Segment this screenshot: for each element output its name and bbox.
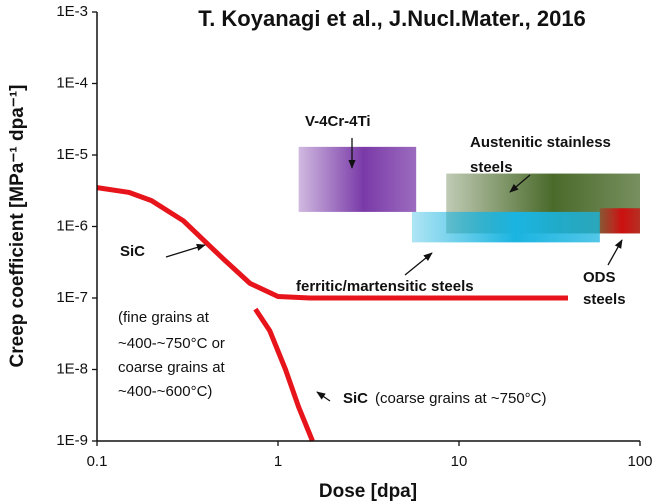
- annotation: ODS: [583, 269, 616, 286]
- y-tick-label: 1E-3: [56, 3, 88, 20]
- chart-title: T. Koyanagi et al., J.Nucl.Mater., 2016: [198, 6, 586, 31]
- y-axis-label: Creep coefficient [MPa⁻¹ dpa⁻¹]: [7, 85, 28, 368]
- x-tick-label: 100: [627, 453, 652, 470]
- annotation: (fine grains at: [118, 309, 210, 326]
- arrow: [404, 252, 433, 276]
- annotation: ~400-~750°C or: [118, 335, 225, 352]
- arrow: [509, 174, 531, 193]
- x-tick-label: 0.1: [87, 453, 108, 470]
- y-tick-label: 1E-5: [56, 146, 88, 163]
- arrows: [165, 138, 623, 402]
- annotation: coarse grains at: [118, 359, 226, 376]
- arrow: [165, 243, 206, 258]
- x-axis-label: Dose [dpa]: [319, 481, 417, 502]
- y-tick-label: 1E-4: [56, 74, 88, 91]
- region: [599, 208, 640, 234]
- annotation: (coarse grains at ~750°C): [375, 390, 547, 407]
- annotation: ferritic/martensitic steels: [296, 278, 474, 295]
- y-tick-label: 1E-6: [56, 217, 88, 234]
- series-line: [253, 307, 315, 442]
- annotation: SiC: [343, 390, 368, 407]
- arrow: [607, 239, 623, 266]
- y-tick-label: 1E-8: [56, 360, 88, 377]
- regions: [298, 146, 640, 243]
- annotation: SiC: [120, 243, 145, 260]
- series-line: [96, 185, 568, 301]
- region: [412, 211, 600, 243]
- annotation: Austenitic stainless: [470, 134, 611, 151]
- lines: [96, 185, 568, 442]
- y-tick-label: 1E-9: [56, 432, 88, 449]
- arrow: [316, 391, 331, 402]
- x-tick-label: 10: [451, 453, 468, 470]
- annotation: steels: [470, 159, 513, 176]
- annotation: ~400-~600°C): [118, 383, 212, 400]
- annotation: V-4Cr-4Ti: [305, 113, 371, 130]
- region: [298, 146, 417, 212]
- y-tick-label: 1E-7: [56, 289, 88, 306]
- annotation: steels: [583, 291, 626, 308]
- x-tick-label: 1: [274, 453, 282, 470]
